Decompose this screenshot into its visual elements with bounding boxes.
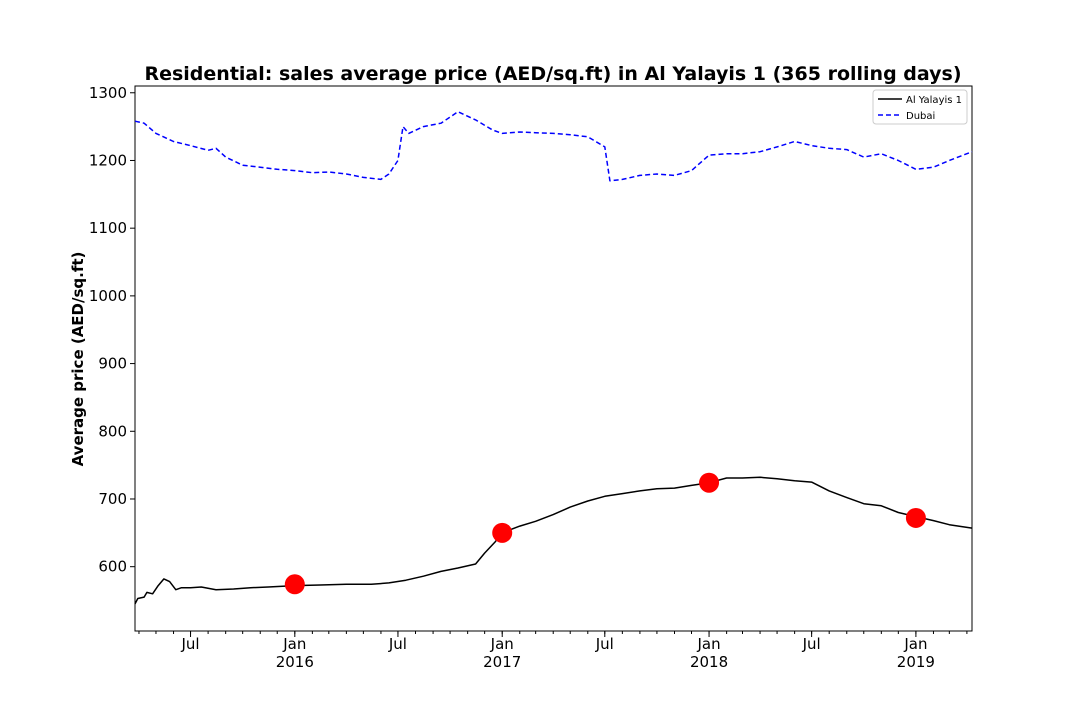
x-tick-label: Jan [696,635,720,653]
y-axis-label: Average price (AED/sq.ft) [69,252,87,467]
y-tick-label: 1000 [89,287,127,305]
x-tick-year-label: 2017 [483,653,521,671]
series-line-dubai [134,110,973,182]
y-tick-label: 900 [98,355,127,373]
x-tick-year-label: 2018 [690,653,728,671]
highlight-marker [905,507,926,528]
x-tick-label: Jan [282,635,306,653]
legend-label-al-yalayis: Al Yalayis 1 [906,95,962,106]
y-tick-label: 800 [98,422,127,440]
x-tick-year-label: 2019 [897,653,935,671]
y-tick-label: 1100 [89,219,127,237]
y-tick-label: 700 [98,490,127,508]
highlight-marker [492,522,513,543]
chart-title: Residential: sales average price (AED/sq… [144,63,961,85]
series-line-al-yalayis [134,476,973,605]
series-lines [134,110,973,605]
markers [284,472,926,595]
y-axis: 600 700 800 900 1000 1100 1200 1300 [89,84,135,576]
x-tick-label: Jul [180,635,199,653]
x-tick-label: Jan [903,635,927,653]
legend: Al Yalayis 1 Dubai [872,89,968,125]
x-tick-label: Jul [802,635,821,653]
highlight-marker [284,574,305,595]
x-tick-label: Jan [490,635,514,653]
y-tick-label: 1300 [89,84,127,102]
legend-label-dubai: Dubai [906,111,935,122]
highlight-marker [699,472,720,493]
x-tick-label: Jul [595,635,614,653]
y-tick-label: 1200 [89,151,127,169]
x-tick-label: Jul [388,635,407,653]
y-tick-label: 600 [98,558,127,576]
x-tick-year-label: 2016 [276,653,314,671]
